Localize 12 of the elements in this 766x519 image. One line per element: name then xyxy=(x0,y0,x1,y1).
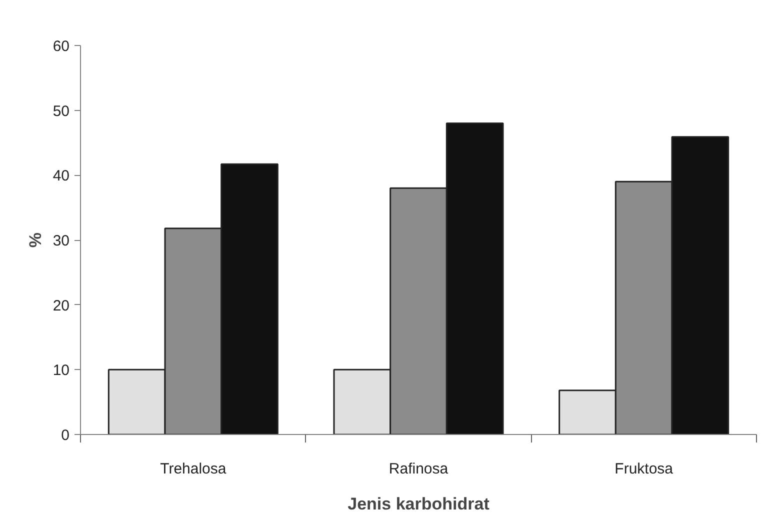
y-tick-label: 20 xyxy=(52,297,70,314)
y-tick-label: 0 xyxy=(61,427,70,444)
y-axis-title: % xyxy=(26,232,45,248)
x-tick-label: Fruktosa xyxy=(614,460,674,478)
x-tick-label: Rafinosa xyxy=(388,460,449,478)
y-tick-label: 40 xyxy=(52,168,70,185)
y-tick-label: 10 xyxy=(52,362,70,380)
y-tick-label: 30 xyxy=(52,232,70,250)
x-tick-label: Trehalosa xyxy=(160,460,227,478)
y-tick-label: 50 xyxy=(52,102,70,120)
x-axis-title: Jenis karbohidrat xyxy=(348,494,490,514)
y-tick-label: 60 xyxy=(52,38,70,55)
